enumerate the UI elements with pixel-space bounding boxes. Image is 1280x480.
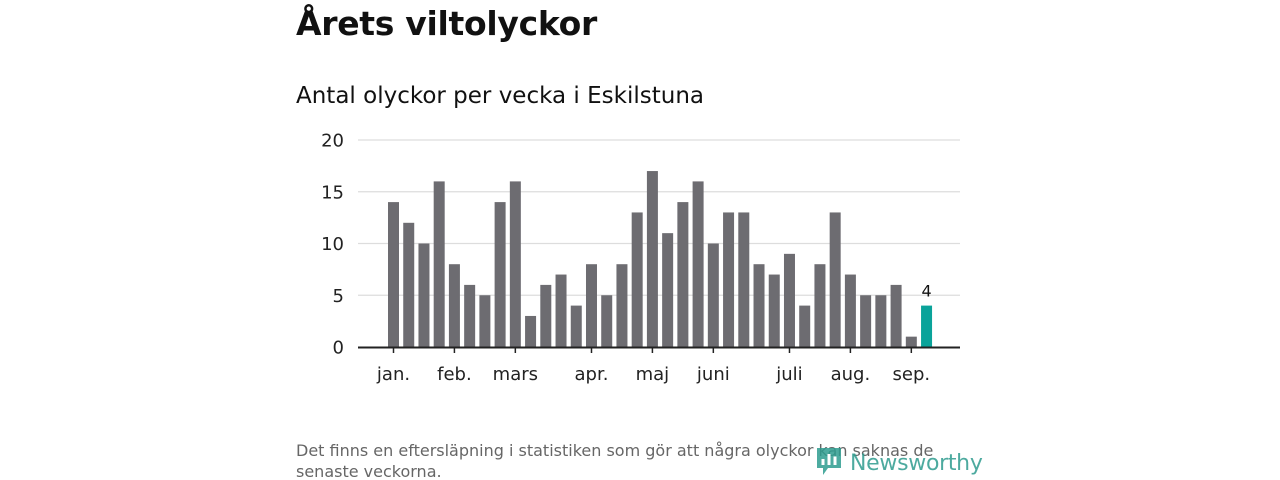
bar [860, 295, 872, 347]
bar [753, 264, 765, 347]
x-axis-ticks: jan. feb. mars apr. maj juni juli aug. sep. [376, 347, 930, 385]
newsworthy-logo-icon [814, 445, 844, 480]
bar [799, 305, 811, 347]
bar [677, 202, 689, 347]
x-tick-label: jan. [376, 364, 410, 385]
x-tick-label: apr. [575, 364, 609, 385]
bar-highlight [921, 305, 933, 347]
x-tick-label: mars [493, 364, 538, 385]
bar [692, 181, 704, 347]
bar [388, 202, 399, 347]
y-tick-label: 15 [321, 182, 344, 203]
footnote: Det finns en eftersläpning i statistiken… [296, 441, 934, 480]
bar [494, 202, 506, 347]
bar [662, 233, 674, 347]
chart-title: Antal olyckor per vecka i Eskilstuna [296, 83, 704, 109]
bar [464, 284, 476, 347]
bar [814, 264, 826, 347]
bar [707, 243, 719, 347]
bar [448, 264, 460, 347]
bar [555, 274, 567, 347]
bar [509, 181, 521, 347]
bar [890, 284, 902, 347]
page-title: Årets viltolyckor [296, 4, 597, 43]
data-labels: 4 [921, 282, 931, 301]
x-tick-label: juni [696, 364, 730, 385]
x-tick-label: sep. [893, 364, 931, 385]
newsworthy-logo: Newsworthy [814, 445, 983, 480]
bar [403, 222, 415, 347]
y-axis-tick-labels: 0 5 10 15 20 [321, 131, 344, 359]
gridlines [358, 139, 960, 296]
bar [418, 243, 430, 347]
bar [783, 253, 795, 347]
bar [723, 212, 735, 347]
bar [738, 212, 750, 347]
bar [616, 264, 628, 347]
bar [540, 284, 552, 347]
bar [570, 305, 582, 347]
bars [388, 171, 933, 347]
y-tick-label: 0 [333, 338, 344, 359]
bar [844, 274, 856, 347]
x-tick-label: juli [775, 364, 802, 385]
bar [585, 264, 597, 347]
y-tick-label: 10 [321, 234, 344, 255]
bar [631, 212, 643, 347]
x-tick-label: feb. [437, 364, 472, 385]
bar [829, 212, 841, 347]
y-tick-label: 20 [321, 131, 344, 152]
bar [525, 315, 537, 347]
y-tick-label: 5 [333, 286, 344, 307]
bar [646, 171, 658, 347]
x-tick-label: aug. [831, 364, 871, 385]
bar [433, 181, 445, 347]
x-tick-label: maj [636, 364, 670, 385]
brand-name: Newsworthy [850, 450, 983, 476]
bar [601, 295, 613, 347]
bar [875, 295, 887, 347]
data-label-last-bar: 4 [921, 282, 931, 301]
bar [479, 295, 491, 347]
bar [905, 336, 917, 347]
bar [768, 274, 780, 347]
